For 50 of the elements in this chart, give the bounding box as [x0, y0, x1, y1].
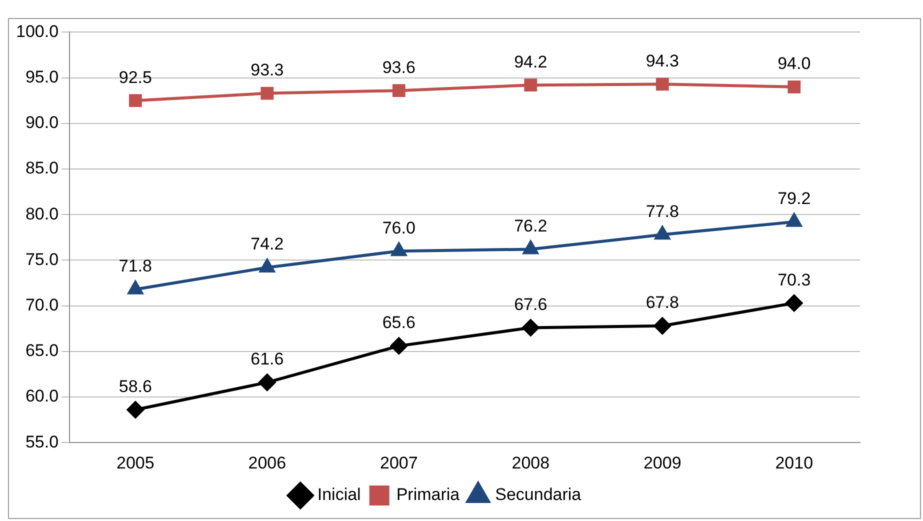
data-label: 94.3	[646, 51, 679, 70]
data-label: 74.2	[250, 234, 284, 254]
data-label: 70.3	[778, 270, 811, 290]
point	[392, 84, 406, 98]
data-label: 67.6	[514, 294, 548, 314]
y-tick-label: 100.0	[16, 22, 59, 41]
point	[788, 80, 801, 94]
x-tick-label: 2007	[380, 453, 418, 472]
point	[524, 78, 538, 92]
data-label: 92.5	[118, 68, 152, 87]
data-label: 61.6	[250, 350, 284, 369]
y-tick-label: 70.0	[25, 295, 59, 314]
y-tick-label: 80.0	[25, 204, 59, 224]
y-tick-label: 60.0	[25, 386, 59, 406]
point	[656, 78, 669, 91]
point	[391, 242, 406, 256]
x-tick-label: 2005	[116, 453, 154, 472]
data-label: 94.0	[778, 54, 811, 74]
point	[786, 294, 803, 312]
data-label: 58.6	[118, 376, 152, 396]
data-label: 94.2	[514, 52, 548, 72]
x-tick-label: 2006	[248, 453, 286, 472]
data-label: 65.6	[382, 313, 416, 332]
point	[258, 374, 276, 391]
y-tick-label: 65.0	[25, 341, 59, 360]
data-label: 76.0	[382, 218, 416, 238]
point	[260, 86, 274, 100]
y-tick-label: 90.0	[25, 113, 59, 132]
y-tick-label: 75.0	[25, 250, 59, 269]
point	[128, 94, 142, 108]
legend-label: Secundaria	[495, 485, 582, 504]
point	[126, 401, 144, 418]
legend-label: Inicial	[317, 485, 361, 504]
x-tick-label: 2009	[643, 453, 682, 472]
data-label: 71.8	[118, 256, 152, 276]
y-tick-label: 95.0	[25, 67, 59, 86]
x-tick-label: 2008	[512, 453, 550, 472]
data-label: 93.6	[382, 58, 416, 77]
point	[654, 317, 671, 334]
point	[522, 319, 540, 336]
y-tick-label: 55.0	[25, 432, 59, 452]
x-tick-label: 2010	[775, 453, 814, 472]
data-label: 93.3	[250, 60, 284, 80]
point	[390, 337, 408, 354]
data-label: 67.8	[646, 293, 679, 312]
legend-label: Primaria	[396, 485, 460, 504]
data-label: 79.2	[778, 189, 811, 208]
data-label: 76.2	[514, 216, 548, 236]
data-label: 77.8	[646, 202, 679, 221]
y-tick-label: 85.0	[25, 158, 59, 178]
